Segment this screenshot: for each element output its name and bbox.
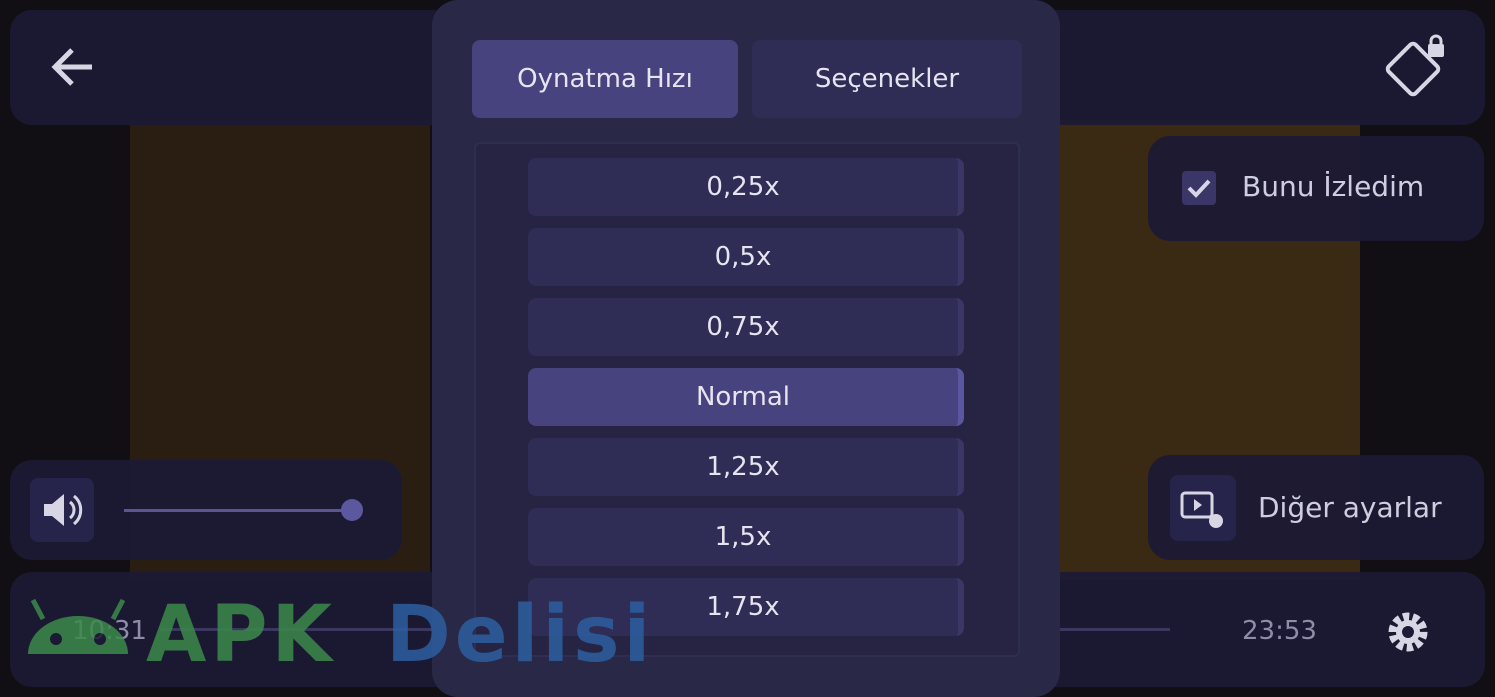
watermark-logo (28, 598, 128, 654)
volume-panel (10, 460, 402, 560)
speed-option[interactable]: 0,25x (528, 158, 964, 216)
watermark: APK Delisi (18, 590, 678, 690)
rotation-lock[interactable] (1380, 32, 1452, 104)
speed-dialog: Oynatma Hızı Seçenekler 0,25x 0,5x 0,75x No… (432, 0, 1060, 697)
speed-option[interactable]: 0,75x (528, 298, 964, 356)
more-settings[interactable]: Diğer ayarlar (1148, 455, 1484, 560)
tab-options[interactable]: Seçenekler (752, 40, 1022, 118)
watched-label: Bunu İzledim (1242, 170, 1425, 203)
tab-speed[interactable]: Oynatma Hızı (472, 40, 738, 118)
gear-button[interactable] (1383, 607, 1433, 657)
volume-knob[interactable] (341, 499, 363, 521)
speed-list: 0,25x 0,5x 0,75x Normal 1,25x 1,5x 1,75x (474, 142, 1020, 657)
total-time: 23:53 (1242, 616, 1317, 646)
speed-option[interactable]: 1,5x (528, 508, 964, 566)
watched-toggle[interactable]: Bunu İzledim (1148, 136, 1484, 241)
volume-slider[interactable] (124, 509, 352, 512)
speed-option[interactable]: 1,75x (528, 578, 964, 636)
watermark-brand: APK (146, 590, 336, 680)
speed-option[interactable]: 1,25x (528, 438, 964, 496)
more-settings-label: Diğer ayarlar (1258, 491, 1442, 524)
checkbox[interactable] (1182, 171, 1216, 205)
speed-option[interactable]: 0,5x (528, 228, 964, 286)
settings-icon (1170, 475, 1236, 541)
back-button[interactable] (48, 42, 98, 92)
speed-option[interactable]: Normal (528, 368, 964, 426)
volume-icon[interactable] (30, 478, 94, 542)
watermark-name: Delisi (386, 590, 655, 680)
